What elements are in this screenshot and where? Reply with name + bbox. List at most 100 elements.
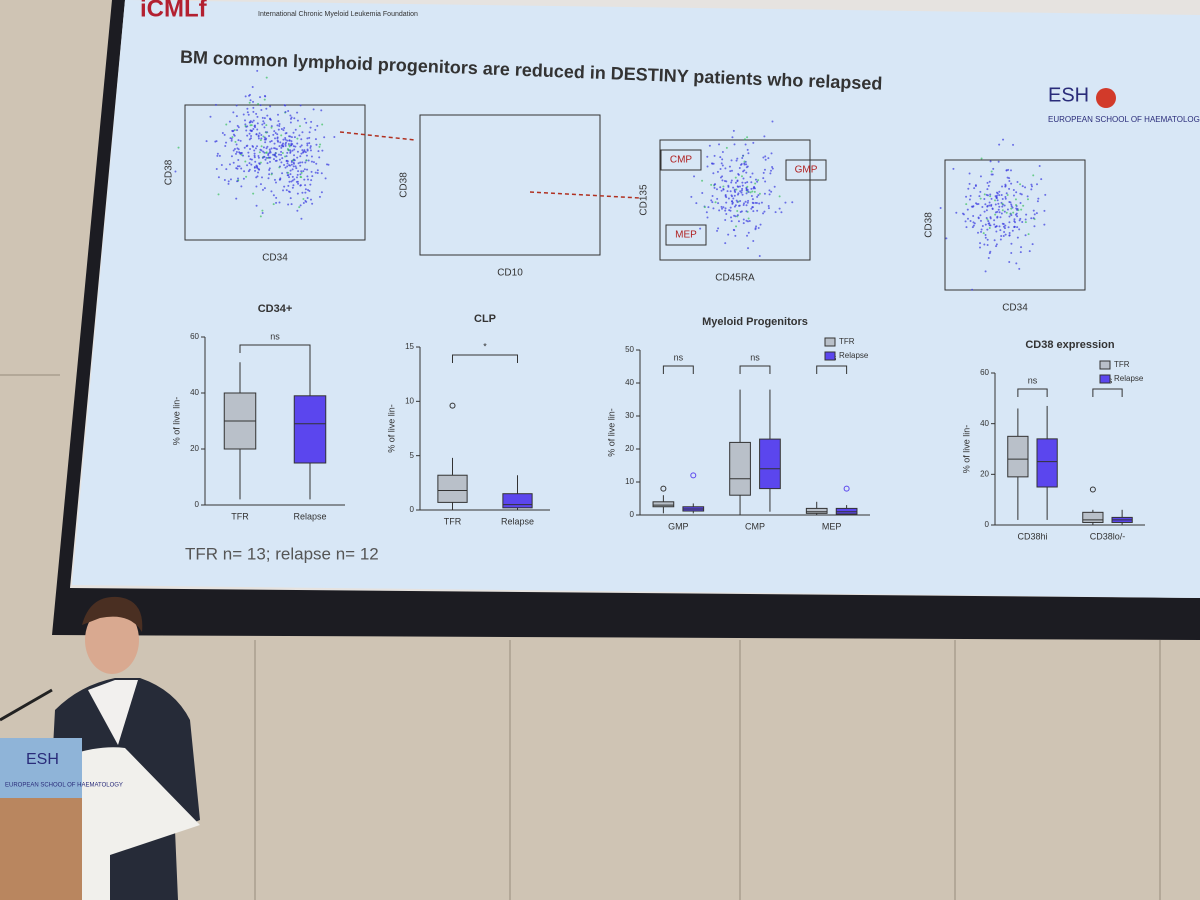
event-dot xyxy=(988,204,991,207)
event-dot xyxy=(730,216,733,219)
event-dot xyxy=(318,156,321,159)
event-dot xyxy=(994,195,997,198)
event-dot xyxy=(740,210,743,213)
event-dot xyxy=(988,226,991,229)
event-dot xyxy=(253,149,256,152)
event-dot xyxy=(255,185,258,188)
event-dot xyxy=(1015,262,1018,265)
event-dot xyxy=(253,154,256,157)
event-dot xyxy=(289,149,292,152)
x-tick-label: Relapse xyxy=(293,511,326,521)
event-dot xyxy=(263,98,266,101)
event-dot xyxy=(736,157,739,160)
event-dot xyxy=(711,201,714,204)
event-dot xyxy=(235,115,238,118)
event-dot xyxy=(968,182,971,185)
event-dot xyxy=(310,155,313,158)
event-dot xyxy=(706,155,709,158)
event-dot xyxy=(995,245,998,248)
event-dot xyxy=(771,166,774,169)
event-dot xyxy=(1008,260,1011,263)
x-tick-label: CD38lo/- xyxy=(1090,531,1126,541)
event-dot xyxy=(699,227,702,230)
event-dot xyxy=(265,131,268,134)
event-dot xyxy=(750,181,753,184)
event-dot xyxy=(282,138,285,141)
event-dot xyxy=(286,165,289,168)
event-dot xyxy=(286,162,289,165)
event-dot xyxy=(315,143,318,146)
legend-swatch xyxy=(1099,374,1111,384)
event-dot xyxy=(245,145,248,148)
event-dot xyxy=(261,156,264,159)
event-dot xyxy=(769,172,772,175)
event-dot xyxy=(260,176,263,179)
event-dot xyxy=(767,157,770,160)
box xyxy=(502,493,533,509)
event-dot xyxy=(278,122,281,125)
event-dot xyxy=(972,214,975,217)
significance-bracket xyxy=(452,354,518,363)
event-dot xyxy=(230,139,233,142)
legend-swatch xyxy=(824,337,836,347)
event-dot xyxy=(747,152,750,155)
box xyxy=(437,474,468,503)
event-dot xyxy=(299,145,302,148)
event-dot xyxy=(289,173,292,176)
event-dot xyxy=(712,172,715,175)
event-dot xyxy=(725,146,728,149)
event-dot xyxy=(301,149,304,152)
event-dot xyxy=(287,110,290,113)
event-dot xyxy=(741,157,744,160)
event-dot xyxy=(289,135,292,138)
event-dot xyxy=(252,110,255,113)
event-dot xyxy=(293,178,296,181)
event-dot xyxy=(282,189,285,192)
event-dot xyxy=(316,171,319,174)
event-dot xyxy=(261,116,264,119)
event-dot xyxy=(294,165,297,168)
event-dot xyxy=(235,197,238,200)
gate-box xyxy=(660,149,702,171)
event-dot xyxy=(751,206,754,209)
event-dot xyxy=(730,179,733,182)
event-dot xyxy=(745,210,748,213)
event-dot xyxy=(273,153,276,156)
event-dot xyxy=(310,170,313,173)
event-dot xyxy=(980,230,983,233)
legend-label: Relapse xyxy=(1114,374,1144,383)
event-dot xyxy=(730,200,733,203)
event-dot xyxy=(320,191,323,194)
esh-logo: ESH xyxy=(1048,84,1089,106)
event-dot xyxy=(1016,208,1019,211)
event-dot xyxy=(722,206,725,209)
event-dot xyxy=(736,185,739,188)
event-dot xyxy=(718,209,721,212)
event-dot xyxy=(706,216,709,219)
event-dot xyxy=(263,138,266,141)
event-dot xyxy=(747,231,750,234)
event-dot xyxy=(308,190,311,193)
event-dot xyxy=(309,149,312,152)
event-dot xyxy=(738,166,741,169)
event-dot xyxy=(306,142,309,145)
event-dot xyxy=(261,123,264,126)
event-dot xyxy=(276,136,279,139)
event-dot xyxy=(309,146,312,149)
flow-x-label: CD10 xyxy=(497,268,523,279)
event-dot xyxy=(247,170,250,173)
event-dot xyxy=(1008,187,1011,190)
event-dot xyxy=(989,195,992,198)
event-dot xyxy=(964,220,967,223)
event-dot xyxy=(290,203,293,206)
event-dot xyxy=(724,167,727,170)
event-dot xyxy=(984,270,987,273)
event-dot xyxy=(316,169,319,172)
y-axis-label: % of live lin- xyxy=(386,404,396,453)
event-dot xyxy=(317,150,320,153)
event-dot xyxy=(255,166,258,169)
event-dot xyxy=(1006,193,1009,196)
event-dot xyxy=(302,170,305,173)
event-dot xyxy=(276,133,279,136)
event-dot xyxy=(304,151,307,154)
